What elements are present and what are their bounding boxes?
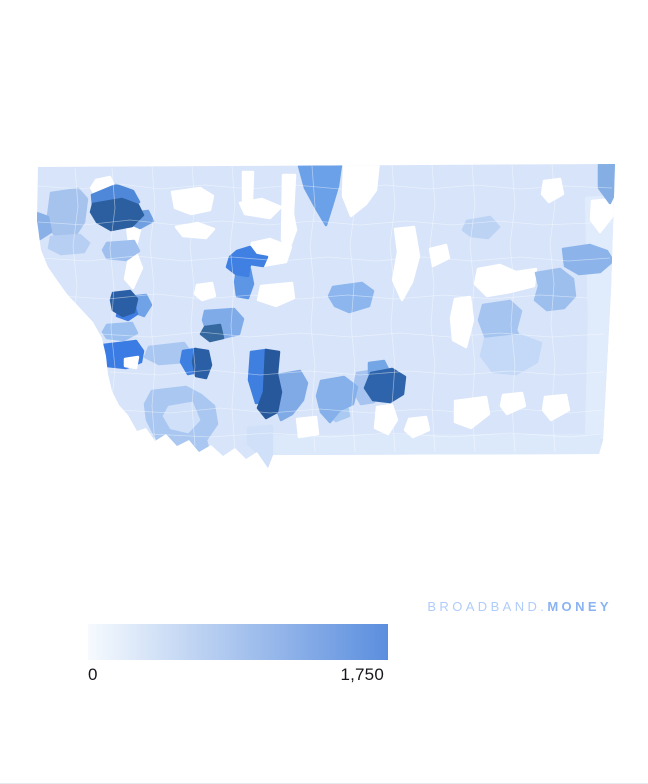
tract-no-data-center[interactable] <box>256 281 296 308</box>
tract-no-data-sliver-w[interactable] <box>174 221 216 240</box>
broadband-money-logo[interactable]: BROADBAND.MONEY <box>427 599 612 614</box>
tract-butte-area[interactable] <box>191 347 213 380</box>
tract-hamilton-notch[interactable] <box>123 355 140 370</box>
tract-no-data-right-of-wedge[interactable] <box>341 161 381 218</box>
logo-money-text: MONEY <box>547 599 612 614</box>
tract-dillon-inner[interactable] <box>162 401 201 434</box>
tract-regions-layer <box>36 161 621 468</box>
tract-border-line <box>119 407 603 414</box>
tract-no-data-s3[interactable] <box>541 393 571 422</box>
tract-border-line <box>349 164 356 453</box>
tract-sw-point-tint[interactable] <box>246 424 274 468</box>
tract-missoula-area[interactable] <box>109 289 139 318</box>
tract-no-data-helena-w[interactable] <box>193 281 217 302</box>
tract-no-data-sliver-e[interactable] <box>428 243 451 268</box>
tract-no-data-rosebud[interactable] <box>449 295 475 349</box>
logo-broadband-text: BROADBAND. <box>427 599 548 614</box>
tract-border-line <box>509 164 516 453</box>
tract-border-line <box>149 165 156 447</box>
tract-lewistown-area[interactable] <box>327 281 375 314</box>
tract-border-line <box>109 167 116 401</box>
tract-wolf-point[interactable] <box>461 215 501 240</box>
tract-no-data-s2[interactable] <box>453 395 491 430</box>
tract-borders-layer <box>37 164 613 453</box>
tract-border-line <box>229 165 236 453</box>
tract-border-line <box>389 164 396 453</box>
tract-border-line <box>59 293 589 300</box>
tract-big-timber-area[interactable] <box>315 375 359 424</box>
tract-border-line <box>37 219 613 226</box>
tract-border-line <box>149 432 601 438</box>
tract-kalispell-area[interactable] <box>89 197 145 232</box>
tract-bozeman-area[interactable] <box>256 348 283 420</box>
tract-no-data-s4[interactable] <box>499 391 527 416</box>
tract-no-data-e-center[interactable] <box>473 263 538 298</box>
tract-libby[interactable] <box>47 233 91 256</box>
tract-crow-wash[interactable] <box>479 333 543 376</box>
tract-border-line <box>469 164 476 453</box>
legend-gradient-bar <box>88 624 388 660</box>
tract-no-data-s1[interactable] <box>295 415 320 439</box>
tract-no-data-left-of-wedge[interactable] <box>280 173 298 254</box>
tract-no-data-s5[interactable] <box>373 403 399 436</box>
tract-billings-area[interactable] <box>363 367 407 404</box>
tract-mission-valley[interactable] <box>101 239 141 262</box>
tract-west-edge[interactable] <box>36 211 53 241</box>
tract-no-data-s6[interactable] <box>403 415 431 439</box>
tract-border-line <box>189 165 196 447</box>
tract-lolo[interactable] <box>101 321 139 342</box>
tract-border-line <box>429 164 436 453</box>
tract-glendive-area[interactable] <box>533 267 577 312</box>
legend-labels: 0 1,750 <box>88 665 384 685</box>
tract-havre-wedge[interactable] <box>297 164 343 227</box>
tract-sidney-area[interactable] <box>561 243 615 276</box>
tract-no-data-strip-n[interactable] <box>241 170 255 203</box>
tract-fairfield-dark[interactable] <box>199 323 225 343</box>
tract-no-data-ne1[interactable] <box>540 177 565 204</box>
legend-max-label: 1,750 <box>340 665 384 684</box>
tract-border-line <box>549 164 556 453</box>
tract-ne-corner-tract[interactable] <box>597 164 621 205</box>
tract-no-data-fairfield-n[interactable] <box>238 197 283 220</box>
tract-border-line <box>309 165 316 453</box>
tract-border-line <box>72 167 79 319</box>
legend-min-label: 0 <box>88 665 98 684</box>
tract-south-band-tint[interactable] <box>270 433 602 458</box>
tract-no-data-blackfoot[interactable] <box>170 186 215 216</box>
tract-border-line <box>37 183 613 190</box>
tract-great-falls-area[interactable] <box>225 245 269 278</box>
tract-border-line <box>39 255 611 262</box>
tract-border-line <box>99 331 605 338</box>
tract-no-data-musselshell[interactable] <box>391 225 421 302</box>
tract-border-line <box>109 369 605 376</box>
